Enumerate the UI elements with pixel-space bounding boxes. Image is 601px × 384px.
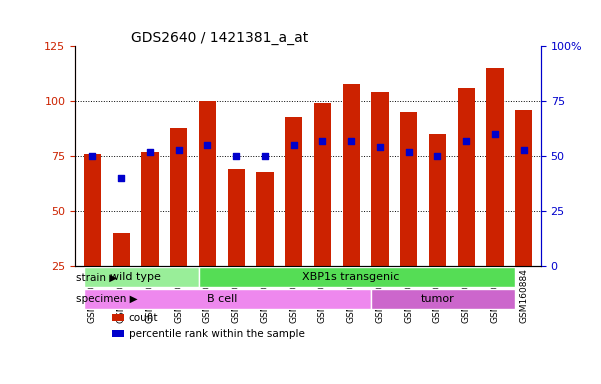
Text: count: count	[129, 313, 158, 323]
Text: specimen ▶: specimen ▶	[76, 294, 137, 304]
Bar	[400, 112, 417, 266]
Point	[462, 138, 471, 144]
Point	[346, 138, 356, 144]
Bar	[112, 233, 130, 266]
Point	[88, 153, 97, 159]
Bar	[170, 127, 188, 266]
Point	[231, 153, 241, 159]
Bar	[141, 152, 159, 266]
Point	[433, 153, 442, 159]
Text: XBP1s transgenic: XBP1s transgenic	[302, 272, 400, 282]
Bar	[228, 169, 245, 266]
Point	[519, 146, 528, 152]
FancyBboxPatch shape	[84, 267, 199, 287]
Point	[203, 142, 212, 148]
Point	[117, 175, 126, 181]
Bar	[256, 172, 273, 266]
Point	[174, 146, 183, 152]
Bar	[84, 154, 101, 266]
FancyBboxPatch shape	[84, 290, 371, 309]
FancyBboxPatch shape	[199, 267, 515, 287]
Bar	[314, 103, 331, 266]
Bar	[112, 314, 124, 321]
Text: wild type: wild type	[110, 272, 161, 282]
Point	[375, 144, 385, 151]
Point	[317, 138, 327, 144]
Bar	[486, 68, 504, 266]
Point	[490, 131, 499, 137]
Bar	[515, 110, 532, 266]
Text: strain ▶: strain ▶	[76, 272, 117, 282]
Point	[404, 149, 413, 155]
Bar	[199, 101, 216, 266]
FancyBboxPatch shape	[371, 290, 515, 309]
Point	[260, 153, 270, 159]
Text: GDS2640 / 1421381_a_at: GDS2640 / 1421381_a_at	[131, 31, 308, 45]
Bar	[429, 134, 446, 266]
Text: percentile rank within the sample: percentile rank within the sample	[129, 329, 305, 339]
Bar	[285, 116, 302, 266]
Bar	[371, 92, 388, 266]
Text: B cell: B cell	[207, 294, 237, 304]
Point	[289, 142, 299, 148]
Text: tumor: tumor	[421, 294, 454, 304]
Bar	[343, 83, 360, 266]
Bar	[112, 330, 124, 337]
Point	[145, 149, 154, 155]
Bar	[457, 88, 475, 266]
